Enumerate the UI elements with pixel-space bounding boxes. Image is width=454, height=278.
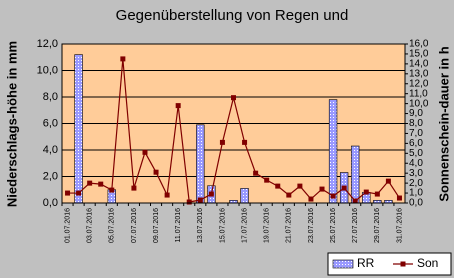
marker <box>231 95 236 101</box>
y-tick-label: 2,0 <box>43 170 58 182</box>
marker <box>109 187 115 193</box>
marker <box>275 183 281 189</box>
marker <box>186 199 192 205</box>
legend-swatch <box>400 261 406 267</box>
y2-tick-label: 12,0 <box>409 78 429 89</box>
legend <box>327 252 452 276</box>
marker <box>197 197 203 203</box>
y2-tick-label: 16,0 <box>409 39 429 50</box>
x-tick-label: 05.07.2016 <box>109 208 116 243</box>
marker <box>120 56 126 62</box>
x-tick-label: 29.07.2016 <box>374 208 381 243</box>
y2-tick-label: 0,0 <box>409 198 423 209</box>
x-tick-label: 03.07.2016 <box>87 208 94 243</box>
y-tick-label: 0,0 <box>43 197 58 209</box>
marker <box>98 181 104 187</box>
legend-label: Son <box>417 256 438 270</box>
marker <box>175 103 181 109</box>
y-tick-label: 10,0 <box>37 64 58 76</box>
marker <box>65 190 71 196</box>
y2-tick-label: 5,0 <box>409 148 423 159</box>
marker <box>153 169 159 175</box>
y2-tick-label: 2,0 <box>409 178 423 189</box>
marker <box>87 180 93 186</box>
x-tick-label: 23.07.2016 <box>308 208 315 243</box>
x-tick-label: 31.07.2016 <box>396 208 403 243</box>
bar <box>351 145 360 204</box>
marker <box>286 192 292 198</box>
marker <box>164 192 170 198</box>
x-tick-label: 21.07.2016 <box>286 208 293 243</box>
chart-title: Gegenüberstellung von Regen und <box>116 7 349 24</box>
y2-tick-label: 6,0 <box>409 138 423 149</box>
x-tick-label: 25.07.2016 <box>330 208 337 243</box>
marker <box>297 183 303 189</box>
x-tick-label: 27.07.2016 <box>352 208 359 243</box>
x-tick-label: 17.07.2016 <box>241 208 248 243</box>
marker <box>352 198 358 204</box>
marker <box>308 196 314 202</box>
marker <box>253 170 259 176</box>
bar <box>74 54 83 204</box>
x-tick-label: 07.07.2016 <box>131 208 138 243</box>
marker <box>131 185 137 191</box>
bar <box>240 188 249 204</box>
x-tick-label: 19.07.2016 <box>264 208 271 243</box>
y2-tick-label: 9,0 <box>409 108 423 119</box>
x-tick-label: 15.07.2016 <box>219 208 226 243</box>
y2-tick-label: 13,0 <box>409 68 429 79</box>
marker <box>385 178 391 184</box>
bar <box>328 99 338 204</box>
marker <box>208 191 214 197</box>
marker <box>142 149 148 155</box>
y-axis-label: Niederschlags-höhe in mm <box>4 41 19 207</box>
marker <box>374 191 380 197</box>
y-tick-label: 12,0 <box>37 38 58 50</box>
marker <box>264 177 270 183</box>
y2-tick-label: 11,0 <box>409 88 428 99</box>
y2-tick-label: 3,0 <box>409 168 423 179</box>
y-tick-label: 8,0 <box>43 91 58 103</box>
y2-tick-label: 10,0 <box>409 98 429 109</box>
x-tick-label: 11.07.2016 <box>175 208 182 243</box>
x-tick-label: 09.07.2016 <box>153 208 160 243</box>
marker <box>219 139 225 145</box>
y2-tick-label: 15,0 <box>409 49 429 60</box>
legend-label: RR <box>357 256 375 270</box>
marker <box>319 186 325 192</box>
marker <box>341 185 347 191</box>
bar <box>196 124 205 204</box>
y2-tick-label: 4,0 <box>409 158 423 169</box>
legend-swatch <box>332 259 354 269</box>
y-tick-label: 4,0 <box>43 144 58 156</box>
x-tick-label: 01.07.2016 <box>64 208 71 243</box>
marker <box>76 190 82 196</box>
x-tick-label: 13.07.2016 <box>197 208 204 243</box>
y2-tick-label: 7,0 <box>409 128 423 139</box>
y2-tick-label: 14,0 <box>409 59 429 70</box>
y2-tick-label: 8,0 <box>409 118 423 129</box>
marker <box>330 193 336 199</box>
y2-tick-label: 1,0 <box>409 188 423 199</box>
marker <box>396 195 402 201</box>
y2-axis-label: Sonnenschein-dauer in h <box>436 46 451 201</box>
marker <box>242 139 248 145</box>
marker <box>363 189 369 195</box>
y-tick-label: 6,0 <box>43 117 58 129</box>
